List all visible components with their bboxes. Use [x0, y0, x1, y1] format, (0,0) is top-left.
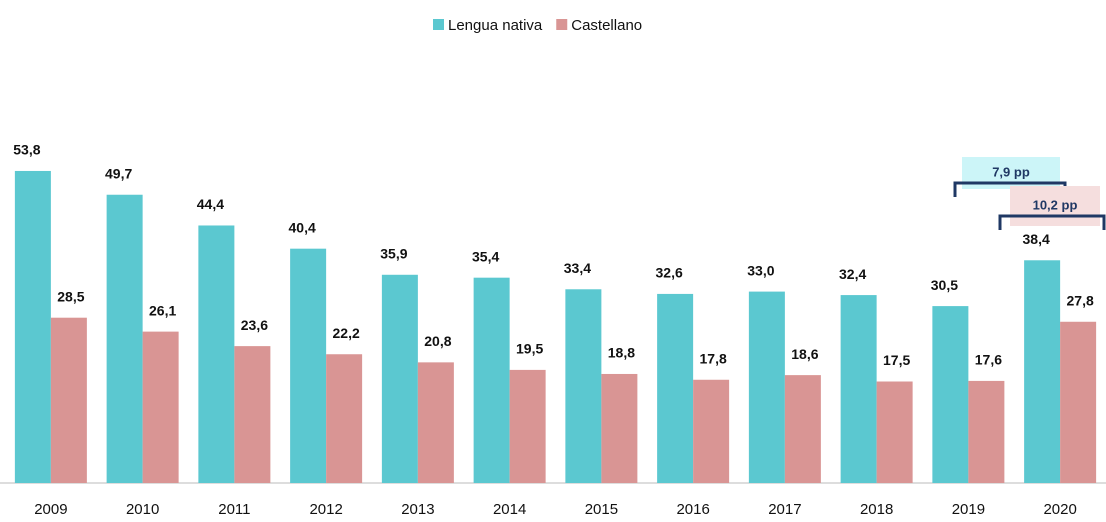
bar: [932, 306, 969, 483]
x-tick-label: 2012: [309, 501, 342, 518]
x-tick-label: 2009: [34, 501, 67, 518]
bar: [1060, 321, 1097, 483]
legend-label: Lengua nativa: [448, 17, 543, 34]
value-label: 20,8: [424, 333, 451, 349]
legend-swatch: [433, 19, 444, 30]
bar: [106, 194, 143, 484]
value-label: 33,0: [747, 262, 774, 278]
bar: [784, 375, 821, 483]
bar: [417, 362, 454, 483]
x-tick-label: 2020: [1043, 501, 1076, 518]
bar: [565, 289, 602, 483]
legend-label: Castellano: [571, 17, 642, 34]
bar: [1024, 260, 1061, 483]
annotation-text: 10,2 pp: [1033, 197, 1078, 212]
bar: [290, 248, 327, 483]
annotation-text: 7,9 pp: [992, 164, 1030, 179]
x-tick-label: 2015: [585, 501, 618, 518]
value-label: 53,8: [13, 142, 40, 158]
x-tick-label: 2019: [952, 501, 985, 518]
value-label: 18,8: [608, 345, 635, 361]
x-tick-label: 2017: [768, 501, 801, 518]
value-label: 35,4: [472, 248, 499, 264]
bar: [601, 373, 638, 483]
value-label: 17,8: [700, 350, 727, 366]
x-tick-label: 2014: [493, 501, 526, 518]
legend-swatch: [556, 19, 568, 30]
bar: [326, 354, 363, 483]
value-label: 32,4: [839, 266, 866, 282]
x-tick-label: 2018: [860, 501, 893, 518]
bar: [198, 225, 235, 484]
value-label: 17,6: [975, 352, 1002, 368]
value-label: 19,5: [516, 341, 543, 357]
bar: [748, 291, 785, 483]
bar: [14, 170, 51, 483]
bar: [876, 381, 913, 483]
bar: [840, 295, 877, 483]
value-label: 27,8: [1067, 292, 1094, 308]
x-tick-label: 2010: [126, 501, 159, 518]
annotation-bracket: [998, 214, 1106, 230]
value-label: 38,4: [1023, 231, 1050, 247]
bar: [473, 277, 510, 483]
x-tick-label: 2016: [676, 501, 709, 518]
value-label: 23,6: [241, 317, 268, 333]
bar: [142, 331, 179, 483]
bar: [381, 274, 418, 483]
bar: [968, 380, 1005, 483]
bar: [509, 369, 546, 483]
value-label: 26,1: [149, 302, 176, 318]
value-label: 49,7: [105, 165, 132, 181]
value-label: 18,6: [791, 346, 818, 362]
value-label: 30,5: [931, 277, 958, 293]
value-label: 22,2: [333, 325, 360, 341]
bar: [50, 317, 87, 483]
value-label: 35,9: [380, 245, 407, 261]
value-label: 17,5: [883, 352, 910, 368]
bar: [234, 346, 271, 483]
bar: [693, 379, 730, 483]
value-label: 40,4: [289, 219, 316, 235]
annotation-box: [1010, 186, 1100, 226]
x-tick-label: 2011: [218, 501, 250, 518]
value-label: 32,6: [656, 265, 683, 281]
x-tick-label: 2013: [401, 501, 434, 518]
bar: [657, 293, 694, 483]
value-label: 44,4: [197, 196, 224, 212]
value-label: 33,4: [564, 260, 591, 276]
value-label: 28,5: [57, 288, 84, 304]
